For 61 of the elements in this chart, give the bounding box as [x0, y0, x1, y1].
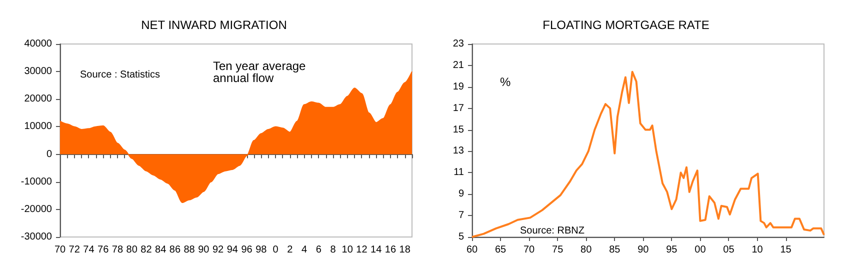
- y-tick-label: -20000: [20, 204, 52, 215]
- annotation: %: [500, 75, 511, 89]
- y-tick-label: 20000: [24, 94, 52, 105]
- x-tick-label: 72: [68, 244, 80, 256]
- x-tick-label: 12: [356, 244, 368, 256]
- chart-title: FLOATING MORTGAGE RATE: [542, 18, 710, 32]
- x-tick-label: 98: [256, 244, 268, 256]
- x-tick-label: 88: [184, 244, 196, 256]
- y-tick-label: -30000: [20, 232, 52, 242]
- x-tick-label: 75: [552, 244, 564, 256]
- x-tick-label: 80: [580, 244, 592, 256]
- y-tick-label: -10000: [20, 176, 52, 188]
- y-tick-label: 7: [458, 210, 464, 222]
- y-tick-label: 15: [452, 124, 464, 136]
- y-tick-label: 23: [452, 38, 464, 50]
- x-tick-label: 94: [226, 244, 238, 256]
- y-tick-label: 40000: [24, 38, 52, 50]
- x-tick-label: 18: [399, 244, 411, 256]
- x-tick-label: 84: [155, 244, 167, 256]
- x-tick-label: 00: [694, 244, 706, 256]
- annotation: Source: RBNZ: [520, 226, 584, 236]
- x-tick-label: 74: [83, 244, 95, 256]
- y-tick-label: 17: [452, 102, 464, 114]
- y-tick-label: 0: [46, 148, 52, 160]
- x-tick-label: 6: [316, 244, 322, 256]
- y-tick-label: 13: [452, 146, 464, 157]
- y-tick-label: 9: [458, 188, 464, 200]
- chart-title: NET INWARD MIGRATION: [141, 18, 287, 32]
- x-tick-label: 90: [198, 244, 210, 256]
- x-tick-label: 2: [287, 244, 294, 256]
- x-tick-label: 70: [54, 244, 66, 256]
- x-tick-label: 16: [384, 244, 396, 256]
- x-tick-label: 90: [638, 244, 650, 256]
- y-tick-label: 10000: [24, 121, 52, 132]
- x-tick-label: 10: [752, 244, 764, 256]
- y-tick-label: 11: [454, 167, 464, 178]
- x-tick-label: 4: [301, 244, 308, 256]
- annotation: Ten year average annual flow: [213, 59, 310, 85]
- x-tick-label: 78: [112, 244, 124, 256]
- x-tick-label: 76: [98, 244, 110, 256]
- annotation: Source : Statistics: [80, 70, 160, 80]
- x-tick-label: 86: [169, 244, 181, 256]
- x-tick-label: 70: [523, 244, 536, 256]
- y-tick-label: 30000: [24, 66, 52, 78]
- x-tick-label: 95: [666, 244, 678, 256]
- x-tick-label: 65: [494, 244, 507, 256]
- x-tick-label: 80: [126, 244, 138, 256]
- x-tick-label: 82: [140, 244, 152, 256]
- y-tick-label: 5: [458, 232, 464, 242]
- x-tick-label: 14: [370, 244, 382, 256]
- x-tick-label: 85: [609, 244, 621, 256]
- x-tick-label: 10: [342, 244, 354, 256]
- x-tick-label: 92: [212, 244, 224, 256]
- x-tick-label: 15: [780, 244, 792, 256]
- x-tick-label: 05: [723, 244, 735, 256]
- y-tick-label: 21: [452, 60, 464, 71]
- x-tick-label: 0: [272, 244, 279, 256]
- x-tick-label: 60: [466, 244, 478, 256]
- x-tick-label: 96: [241, 244, 253, 256]
- x-tick-label: 8: [330, 244, 336, 256]
- y-tick-label: 19: [452, 81, 464, 92]
